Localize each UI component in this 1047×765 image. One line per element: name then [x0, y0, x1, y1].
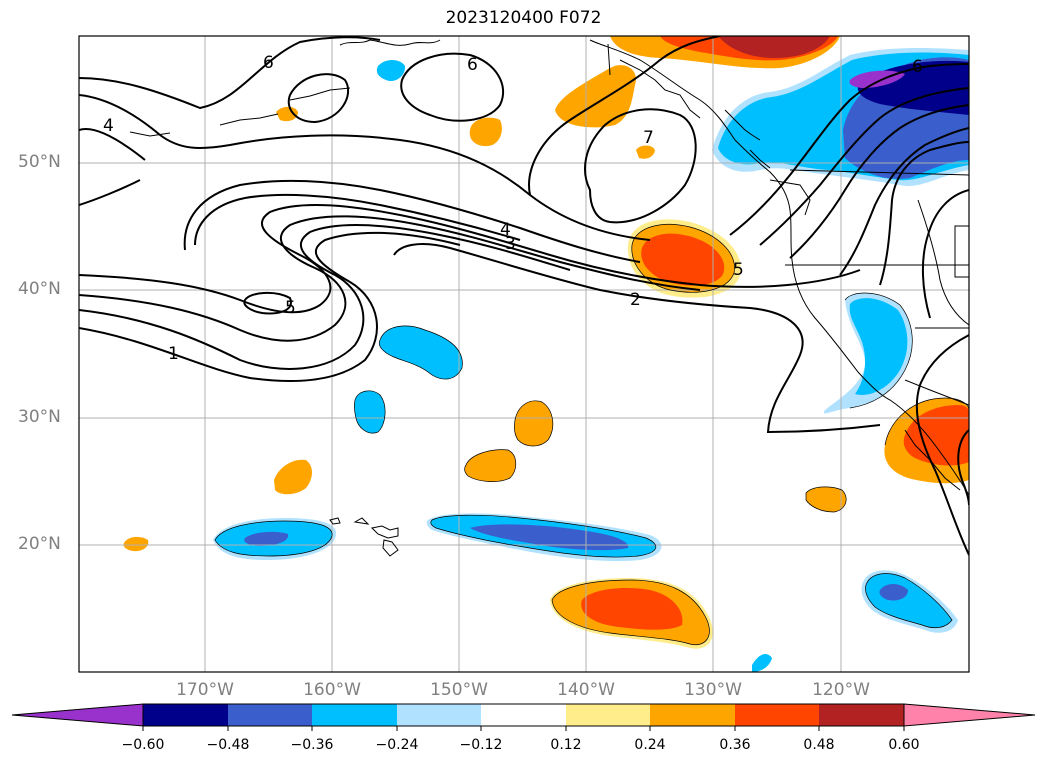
longitude-label: 120°W	[812, 680, 870, 700]
latitude-label: 20°N	[18, 534, 61, 554]
colorbar-extend-left	[11, 703, 144, 727]
colorbar-tick-label: −0.60	[121, 737, 165, 753]
colorbar-tick-label: 0.36	[719, 737, 751, 753]
colorbar-segment	[481, 704, 566, 726]
colorbar-tick-label: −0.24	[375, 737, 419, 753]
plot-frame	[78, 35, 970, 673]
map-title: 2023120400 F072	[445, 8, 602, 28]
contour-label: 6	[912, 57, 923, 77]
contour-label: 3	[505, 234, 516, 254]
contour-label: 4	[103, 116, 114, 136]
colorbar-segment	[650, 704, 735, 726]
longitude-label: 130°W	[684, 680, 742, 700]
longitude-label: 150°W	[430, 680, 488, 700]
contour-label: 4	[500, 220, 511, 240]
contour-label-group: 6 6 6 4 4 3 5 5 2 1 7	[103, 53, 923, 364]
colorbar-tick-label: 0.60	[888, 737, 920, 753]
latitude-label: 30°N	[18, 407, 61, 427]
colorbar-segment	[566, 704, 650, 726]
contour-label: 5	[285, 298, 296, 318]
gridlines	[79, 36, 969, 672]
contour-label: 5	[733, 260, 744, 280]
contour-label: 6	[263, 53, 274, 73]
colorbar-extend-right	[903, 703, 1036, 727]
colorbar-segment	[312, 704, 397, 726]
contour-label: 7	[643, 128, 654, 148]
colorbar-segment	[228, 704, 312, 726]
colorbar-tick-label: 0.24	[634, 737, 666, 753]
colorbar-tick-label: −0.36	[290, 737, 334, 753]
colorbar	[11, 703, 1036, 731]
plot-area	[79, 36, 969, 672]
contour-label: 2	[630, 290, 641, 310]
colorbar-segment	[143, 704, 228, 726]
contour-label: 1	[168, 344, 179, 364]
colorbar-tick-label: −0.12	[459, 737, 503, 753]
longitude-label: 170°W	[176, 680, 234, 700]
longitude-label: 140°W	[557, 680, 615, 700]
longitude-label: 160°W	[303, 680, 361, 700]
coastlines	[129, 39, 969, 557]
colorbar-tick-label: 0.12	[550, 737, 582, 753]
colorbar-segment	[397, 704, 481, 726]
shade-outlines	[214, 224, 969, 646]
contour-label: 6	[467, 55, 478, 75]
latitude-label: 40°N	[18, 279, 61, 299]
colorbar-tick-label: 0.48	[803, 737, 835, 753]
colorbar-segment	[735, 704, 819, 726]
shaded-fields	[123, 36, 969, 672]
contour-lines	[79, 36, 969, 556]
colorbar-tick-label: −0.48	[206, 737, 250, 753]
latitude-label: 50°N	[18, 152, 61, 172]
colorbar-segment	[819, 704, 904, 726]
